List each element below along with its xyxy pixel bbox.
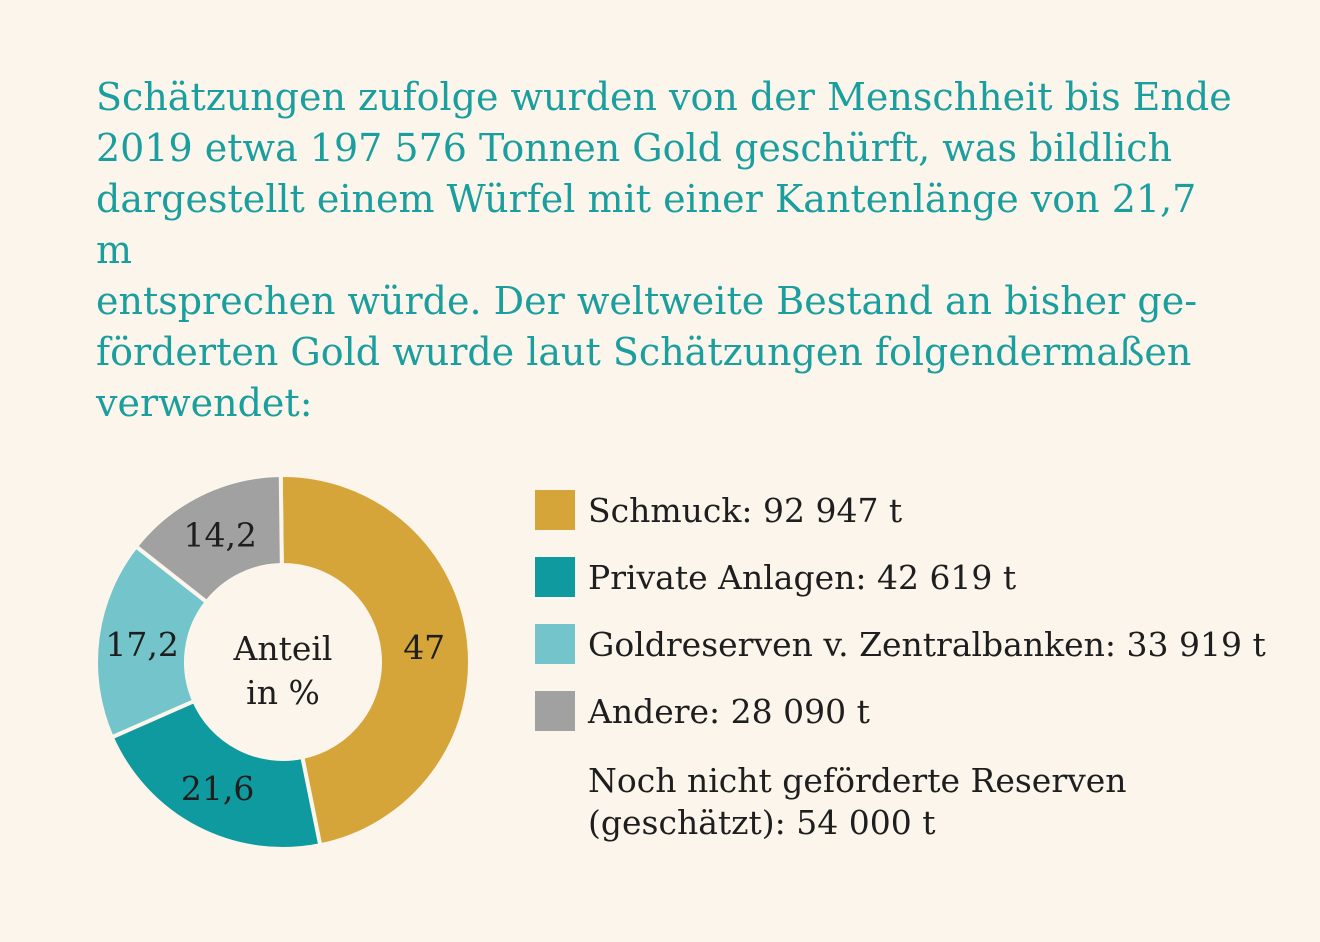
legend: Schmuck: 92 947 t Private Anlagen: 42 61… [535, 488, 1266, 756]
reserves-note: Noch nicht geförderte Reserven (geschätz… [588, 761, 1127, 842]
legend-item-schmuck: Schmuck: 92 947 t [535, 488, 1266, 532]
legend-label-andere: Andere: 28 090 t [588, 691, 870, 731]
donut-slice-label-goldreserven: 17,2 [105, 625, 178, 664]
donut-slice-schmuck [278, 473, 472, 848]
donut-slice-label-private-anlagen: 21,6 [181, 769, 254, 808]
legend-item-private-anlagen: Private Anlagen: 42 619 t [535, 555, 1266, 599]
donut-slices [94, 472, 472, 851]
donut-slice-labels: 47 21,6 17,2 14,2 [105, 516, 445, 808]
legend-label-goldreserven: Goldreserven v. Zentralbanken: 33 919 t [588, 624, 1266, 664]
donut-slice-goldreserven [94, 543, 210, 740]
donut-center-label-line2: in % [246, 673, 320, 712]
legend-swatch-goldreserven [535, 624, 575, 664]
legend-item-andere: Andere: 28 090 t [535, 689, 1266, 733]
legend-swatch-private-anlagen [535, 557, 575, 597]
donut-slice-private-anlagen [109, 698, 323, 851]
donut-center-label-line1: Anteil [233, 629, 333, 668]
legend-label-schmuck: Schmuck: 92 947 t [588, 490, 903, 530]
legend-label-private-anlagen: Private Anlagen: 42 619 t [588, 557, 1017, 597]
donut-slice-andere [133, 472, 284, 605]
intro-text: Schätzungen zufolge wurden von der Mensc… [96, 75, 1232, 425]
donut-slice-label-andere: 14,2 [183, 516, 256, 555]
legend-swatch-schmuck [535, 490, 575, 530]
legend-swatch-andere [535, 691, 575, 731]
donut-chart: 47 21,6 17,2 14,2 Anteil in % [94, 472, 472, 851]
legend-item-goldreserven: Goldreserven v. Zentralbanken: 33 919 t [535, 622, 1266, 666]
donut-slice-label-schmuck: 47 [403, 628, 445, 667]
